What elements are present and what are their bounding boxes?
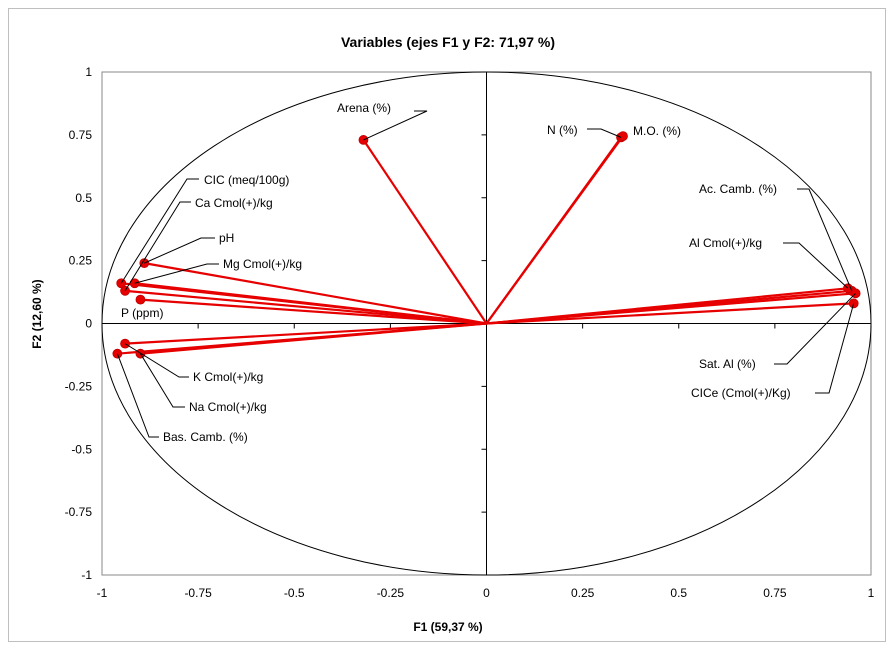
y-tick-label: -0.25 [65,379,93,393]
chart-canvas: Variables (ejes F1 y F2: 71,97 %) F1 (59… [30,34,875,634]
y-tick-label: 0.25 [69,254,93,268]
x-tick-label: -0.25 [377,586,405,600]
point-label: Ca Cmol(+)/kg [195,196,273,210]
vector-line [117,322,487,355]
point-label: CIC (meq/100g) [204,173,289,187]
x-tick-label: 0.75 [763,586,787,600]
vector-line [144,262,487,325]
vector-line [486,302,854,325]
y-tick-label: 0.5 [75,191,92,205]
data-point [135,294,146,305]
vector-line [486,292,856,325]
leader-line [144,237,215,264]
point-label: CICe (Cmol(+)/Kg) [691,386,791,400]
leader-line [134,263,219,284]
y-tick-label: 0 [85,317,92,331]
vector-line [124,289,487,325]
y-axis-title: F2 (12,60 %) [30,279,44,348]
leader-line [363,110,428,141]
point-label: P (ppm) [121,306,163,320]
x-tick-label: -0.5 [284,586,305,600]
point-label: Arena (%) [337,101,391,115]
leader-line [815,303,855,394]
point-label: Bas. Camb. (%) [163,430,248,444]
leader-line [774,292,856,365]
leader-line [124,343,189,378]
x-tick-label: -1 [97,586,108,600]
leader-line [783,242,849,289]
vector-line [140,298,487,325]
point-label: N (%) [547,123,578,137]
point-label: pH [219,231,234,245]
vector-line [134,282,487,325]
plot-area: -1 -0.75 -0.5 -0.25 0 0.25 0.5 0.75 1 1 0.75 0.5 0.2… [65,65,875,600]
x-tick-label: 0 [483,586,490,600]
x-axis-title: F1 (59,37 %) [413,620,482,634]
y-tick-label: -0.75 [65,505,93,519]
point-label: Mg Cmol(+)/kg [223,257,302,271]
leader-line [124,201,191,292]
vector-line [125,322,487,345]
point-label: Na Cmol(+)/kg [189,400,267,414]
point-label: M.O. (%) [633,124,681,138]
leader-line [587,128,622,138]
point-label: Al Cmol(+)/kg [689,236,762,250]
y-tick-label: -1 [81,568,92,582]
vector-line [485,135,624,325]
point-label: Sat. Al (%) [699,357,756,371]
point-label: Ac. Camb. (%) [699,182,777,196]
leader-line [120,178,199,284]
leader-line [797,188,853,291]
y-tick-label: 0.75 [69,128,93,142]
x-tick-label: 1 [868,586,875,600]
data-point [618,131,628,142]
chart-title: Variables (ejes F1 y F2: 71,97 %) [341,34,555,50]
y-tick-label: -0.5 [71,442,92,456]
leader-line [116,353,159,438]
x-tick-label: 0.25 [571,586,595,600]
leader-line [140,353,185,408]
data-point [139,258,150,269]
vector-line [362,139,488,325]
chart-frame: Variables (ejes F1 y F2: 71,97 %) F1 (59… [8,8,886,642]
y-tick-label: 1 [85,65,92,79]
x-tick-label: 0.5 [670,586,687,600]
x-tick-label: -0.75 [184,586,212,600]
point-label: K Cmol(+)/kg [193,370,263,384]
